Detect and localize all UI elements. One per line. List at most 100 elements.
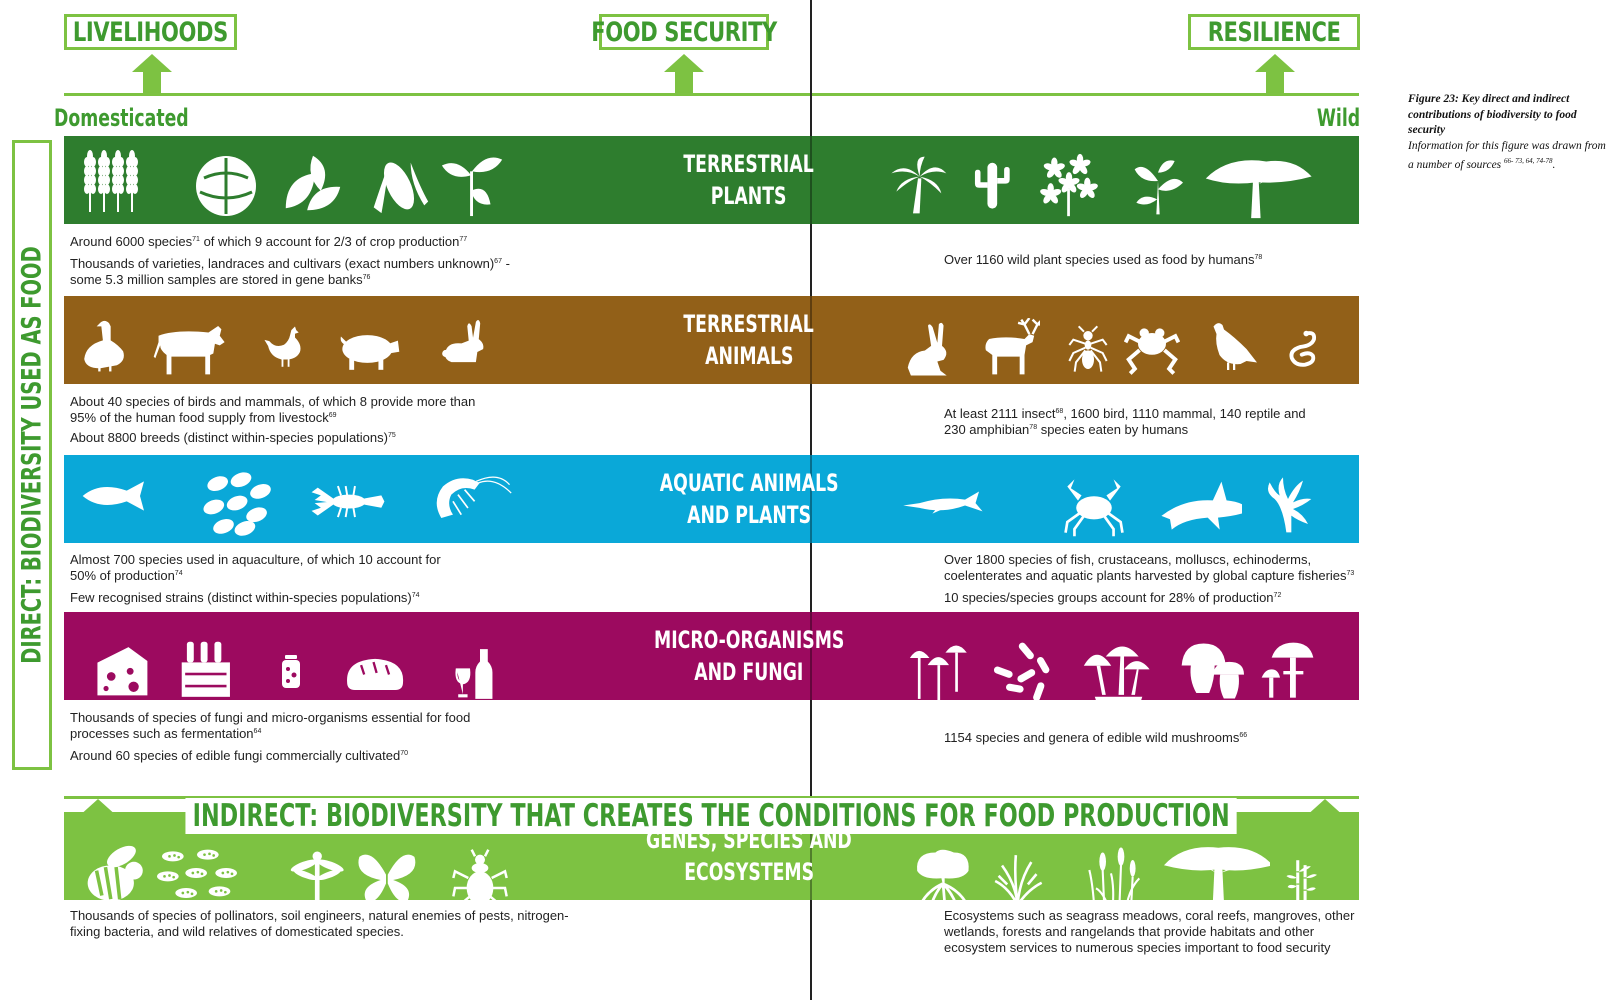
chicken-icon [264,326,301,367]
palm-tree-icon [891,156,947,214]
beetle-icon [452,849,508,906]
crab-icon [1064,479,1124,537]
band-center-divider [810,612,812,700]
sprout-icon [441,157,503,217]
seaweed-icon [1268,477,1312,533]
pig-icon [340,335,400,370]
pickle-jar-icon [282,655,300,688]
left-note: Around 60 species of edible fungi commer… [70,748,409,763]
frog-icon [1124,328,1180,375]
up-arrow-icon [78,799,118,839]
bamboo-icon [1286,860,1317,902]
band-label-line2: ANIMALS [704,342,794,370]
column-label-domesticated: Domesticated [54,104,189,132]
left-note: 50% of production74 [70,568,183,583]
cabbage-icon [196,156,256,216]
leaves-icon [285,155,341,211]
column-label-wild: Wild [1316,104,1361,132]
savanna-tree-icon [1163,847,1270,909]
outcome-food-security-label: FOOD SECURITY [591,16,777,48]
wild-flower-icon [1040,153,1098,217]
right-note: Over 1800 species of fish, crustaceans, … [944,552,1312,567]
hare-icon [907,322,947,376]
band-label-line2: ECOSYSTEMS [684,858,814,886]
left-note: Thousands of species of fungi and micro-… [70,710,471,725]
crayfish-icon [311,485,385,518]
up-arrow-icon [1305,799,1345,839]
butterfly-icon [358,854,416,902]
bacteria-icon [993,642,1050,702]
right-note: 10 species/species groups account for 28… [944,590,1282,605]
band-label: TERRESTRIAL PLANTS [654,148,844,212]
band-label-line1: AQUATIC ANIMALS [659,469,839,497]
outcome-livelihoods-label: LIVELIHOODS [73,16,229,48]
band-center-divider [810,296,812,384]
bread-icon [347,658,404,690]
band-label: TERRESTRIAL ANIMALS [654,308,844,372]
band-center-divider [810,136,812,224]
mushroom-cluster-icon [1083,646,1150,703]
rabbit-icon [442,320,484,363]
right-note: coelenterates and aquatic plants harvest… [944,568,1355,583]
pigeon-icon [1213,323,1257,370]
mangrove-icon [917,849,970,910]
wild-herb-icon [1134,160,1183,215]
parasol-mushroom-icon [1261,642,1314,698]
band-terrestrial-plants: TERRESTRIAL PLANTS [64,136,1359,224]
cheese-icon [97,647,148,696]
left-note: 95% of the human food supply from livest… [70,410,337,425]
left-note: About 40 species of birds and mammals, o… [70,394,476,409]
fish-icon [82,481,144,511]
mussels-icon [203,472,271,536]
side-label-direct: DIRECT: BIODIVERSITY USED AS FOOD [12,140,52,770]
band-center-divider [810,812,812,900]
small-mushrooms-icon [909,645,967,701]
band-label-line1: TERRESTRIAL [683,150,815,178]
sturgeon-icon [903,491,983,514]
left-note: Almost 700 species used in aquaculture, … [70,552,441,567]
outcome-resilience: RESILIENCE [1188,14,1360,50]
band-label-line2: AND FUNGI [694,658,804,686]
reeds-icon [1088,847,1141,909]
wine-icon [455,649,493,699]
acacia-tree-icon [1205,160,1312,219]
snake-icon [1289,330,1317,367]
left-note: About 8800 breeds (distinct within-speci… [70,430,396,445]
outcome-resilience-label: RESILIENCE [1207,16,1341,48]
right-note: Over 1160 wild plant species used as foo… [944,252,1263,267]
up-arrow-icon [132,54,172,94]
corn-icon [373,162,429,214]
caption-body: Information for this figure was drawn fr… [1408,139,1606,171]
cow-icon [153,326,225,375]
left-note: processes such as fermentation64 [70,726,262,741]
dragonfly-icon [290,851,344,905]
shrimp-icon [436,476,512,518]
right-note: wetlands, forests and rangelands that pr… [944,924,1315,939]
left-note: Thousands of varieties, landraces and cu… [70,256,510,271]
porcini-icon [1181,643,1244,699]
band-label-line2: AND PLANTS [687,501,811,529]
caption-title: Figure 23: Key direct and indirect contr… [1408,93,1577,136]
band-label-line1: MICRO-ORGANISMS [653,626,845,654]
band-label: AQUATIC ANIMALS AND PLANTS [654,467,844,531]
band-label: MICRO-ORGANISMS AND FUNGI [654,624,844,688]
band-micro-organisms-fungi: MICRO-ORGANISMS AND FUNGI [64,612,1359,700]
indirect-title: INDIRECT: BIODIVERSITY THAT CREATES THE … [64,798,1359,834]
figure-caption: Figure 23: Key direct and indirect contr… [1408,92,1608,173]
band-center-divider [810,455,812,543]
left-note: some 5.3 million samples are stored in g… [70,272,371,287]
shark-icon [1161,481,1242,530]
wheat-icon [84,150,138,212]
right-note: 1154 species and genera of edible wild m… [944,730,1248,745]
up-arrow-icon [664,54,704,94]
right-note: At least 2111 insect68, 1600 bird, 1110 … [944,406,1306,421]
beer-crate-icon [181,641,230,697]
left-note: fixing bacteria, and wild relatives of d… [70,924,404,939]
up-arrow-icon [1255,54,1295,94]
band-label-line2: PLANTS [711,182,787,210]
outcome-livelihoods: LIVELIHOODS [64,14,237,50]
ant-icon [1068,325,1108,372]
indirect-divider-line [64,796,1359,799]
goose-icon [84,320,124,372]
bee-icon [87,845,143,901]
